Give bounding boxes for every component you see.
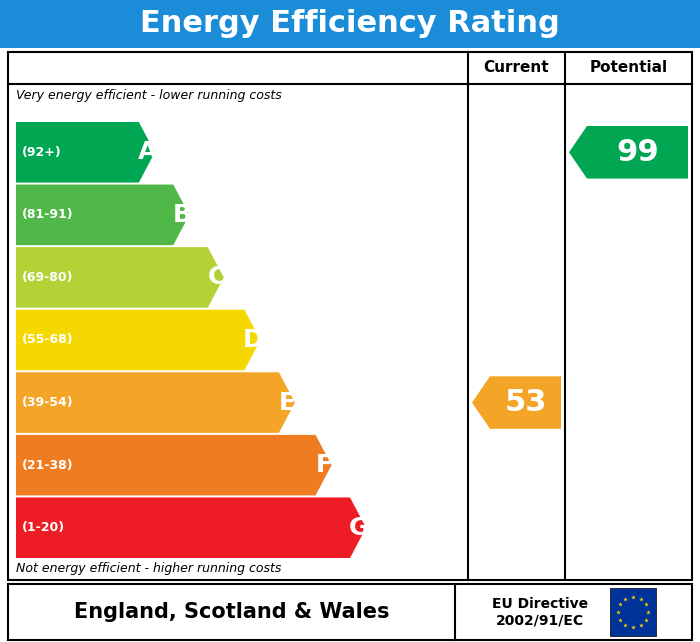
Bar [8,584,692,640]
Text: G: G [349,516,369,540]
Text: Very energy efficient - lower running costs: Very energy efficient - lower running co… [16,89,281,102]
Text: C: C [207,265,226,290]
Polygon shape [16,309,260,370]
Text: E: E [279,390,296,415]
Bar [610,588,656,636]
Polygon shape [16,122,155,182]
Bar [0,0,700,48]
Polygon shape [472,376,561,429]
Text: D: D [243,328,263,352]
Text: (92+): (92+) [22,146,62,159]
Polygon shape [16,184,189,245]
Polygon shape [16,435,332,496]
Text: (69-80): (69-80) [22,271,74,284]
Text: Not energy efficient - higher running costs: Not energy efficient - higher running co… [16,562,281,575]
Text: England, Scotland & Wales: England, Scotland & Wales [74,602,389,622]
Polygon shape [569,126,688,178]
Polygon shape [16,247,224,308]
Polygon shape [16,372,295,433]
Text: A: A [138,141,158,164]
Text: (21-38): (21-38) [22,458,74,472]
Text: 53: 53 [504,388,547,417]
Text: Current: Current [484,60,550,76]
Text: (55-68): (55-68) [22,333,74,347]
Text: 2002/91/EC: 2002/91/EC [496,613,584,627]
Text: (1-20): (1-20) [22,521,65,534]
Polygon shape [16,498,366,558]
Text: (39-54): (39-54) [22,396,74,409]
Text: 99: 99 [616,138,659,167]
Text: EU Directive: EU Directive [492,597,588,611]
Text: Potential: Potential [589,60,668,76]
Text: Energy Efficiency Rating: Energy Efficiency Rating [140,10,560,39]
Text: (81-91): (81-91) [22,209,74,221]
Text: B: B [173,203,192,227]
Bar [8,52,692,580]
Text: F: F [316,453,332,477]
